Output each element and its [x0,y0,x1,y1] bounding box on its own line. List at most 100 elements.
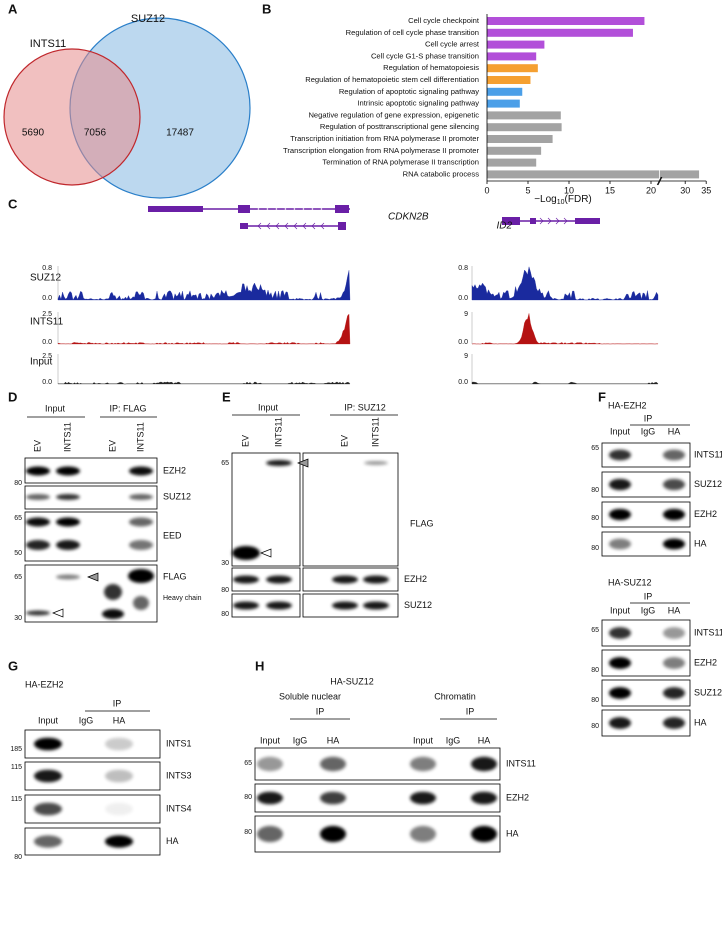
blot-band [104,584,122,600]
group-label: IP [316,706,325,716]
bar [660,170,700,179]
scale-label: 9 [464,311,468,318]
blot-band [332,601,358,610]
category-label: Regulation of hematopoietic stem cell di… [305,75,479,84]
scale-label: 0.8 [458,265,468,272]
strand-arrow [275,205,280,213]
blot-band [102,609,124,619]
lane-label: EV [339,435,349,447]
lane-label: EV [32,440,42,452]
blot-band [56,517,80,527]
lane-label: EV [240,435,250,447]
mw-marker: 80 [14,480,22,487]
strand-arrow [284,222,289,230]
mw-marker: 80 [244,794,252,801]
arrowhead [260,548,272,558]
panel-letter: C [8,196,18,211]
bar [487,111,561,120]
lane-label: INTS11 [370,417,380,447]
bar [487,146,542,155]
set-count: 5690 [22,128,45,139]
mw-marker: 30 [221,560,229,567]
arrowhead [297,458,309,468]
scale-label: 0.0 [42,339,52,346]
construct-label: HA-EZH2 [608,400,647,410]
blot-band [34,737,62,751]
x-tick-label: 20 [646,185,656,195]
scale-label: 9 [464,353,468,360]
lane-label: IgG [293,735,308,745]
mw-marker: 80 [221,611,229,618]
blot-band [320,756,346,772]
axis-label-part: (FDR) [565,194,592,205]
protein-label: SUZ12 [163,491,191,501]
strand-arrow [311,205,316,213]
mw-marker: 80 [14,854,22,861]
signal-track [57,313,351,345]
group-label: IP [466,706,475,716]
lane-label: HA [327,735,340,745]
blot-band [105,802,133,816]
panel-letter: D [8,389,17,404]
strand-arrow [266,222,271,230]
gene-name: CDKN2B [388,212,429,223]
protein-label: EZH2 [694,657,717,667]
lane-label: HA [113,715,126,725]
blot-band [105,737,133,751]
blot-band [233,601,259,610]
scale-label: 2.5 [42,353,52,360]
exon [238,205,250,213]
mw-marker: 80 [591,667,599,674]
scale-label: 2.5 [42,311,52,318]
construct-label: HA-SUZ12 [330,676,374,686]
blot-band [609,657,631,669]
protein-label: FLAG [410,518,434,528]
strand-arrow [555,217,560,225]
exon [338,222,346,230]
blot-band [257,791,283,805]
mw-marker: 80 [221,587,229,594]
mw-marker: 80 [591,697,599,704]
protein-label: INTS11 [506,758,536,768]
blot-band [129,517,153,527]
category-label: Termination of RNA polymerase II transcr… [322,158,479,167]
blot-band [609,478,631,491]
blot-band [56,466,80,476]
mw-marker: 80 [591,515,599,522]
lane-label: IgG [641,426,656,436]
group-label: IP: SUZ12 [344,402,386,412]
protein-label: EZH2 [506,792,529,802]
blot-band [26,540,50,550]
protein-label: HA [506,828,519,838]
blot-band [129,466,153,476]
protein-label: INTS11 [694,449,722,459]
strand-arrow [539,217,544,225]
scale-label: 0.8 [42,265,52,272]
blot-frame [254,783,501,813]
blot-band [56,574,80,580]
strand-arrow [320,222,325,230]
category-label: Transcription initiation from RNA polyme… [290,134,479,143]
mw-marker: 65 [591,445,599,452]
blot-band [609,717,631,729]
bar [487,28,633,37]
blot-band [105,835,133,848]
blot-band [332,575,358,584]
category-label: Cell cycle G1-S phase transition [371,51,479,60]
blot-band [663,627,685,639]
axis-label-part: −Log [534,194,557,205]
x-tick-label: 30 [680,185,690,195]
protein-label: INTS11 [694,627,722,637]
track-label: SUZ12 [30,273,62,284]
scale-label: 0.0 [42,379,52,386]
lane-label: IgG [79,715,94,725]
lane-label: HA [668,426,681,436]
category-label: Intrinsic apoptotic signaling pathway [357,99,479,108]
signal-track [471,313,659,345]
category-label: Regulation of cell cycle phase transitio… [346,28,479,37]
exon [240,223,248,229]
panel-letter: H [255,658,264,673]
bar [487,135,553,143]
signal-track [471,266,659,301]
